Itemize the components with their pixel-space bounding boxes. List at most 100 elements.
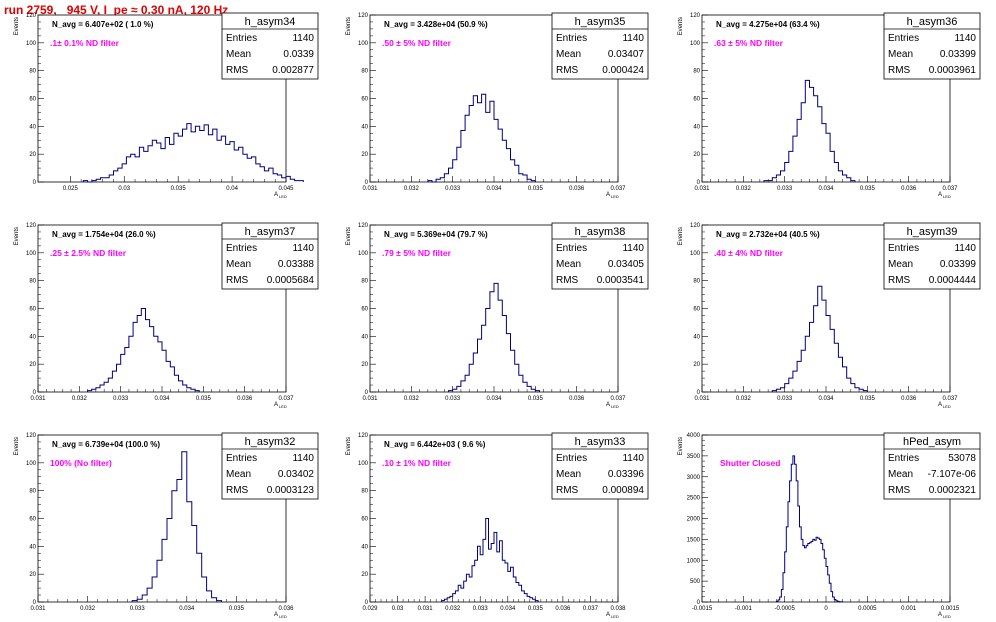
x-axis-label: A bbox=[606, 192, 610, 198]
y-tick-label: 80 bbox=[361, 279, 368, 285]
stats-rms-value: 0.0003961 bbox=[929, 65, 977, 76]
y-axis-label: Events bbox=[14, 437, 20, 455]
stats-box: h_asym37 Entries 1140 Mean 0.03388 RMS 0.00056… bbox=[221, 222, 319, 290]
x-tick-label: 0.036 bbox=[278, 606, 294, 612]
navg-label: N_avg = 5.369e+04 (79.7 %) bbox=[384, 230, 488, 239]
y-tick-label: 80 bbox=[693, 279, 700, 285]
y-tick-label: 100 bbox=[690, 41, 701, 47]
x-axis-label: A bbox=[606, 402, 610, 408]
y-tick-label: 60 bbox=[693, 307, 700, 313]
y-tick-label: 40 bbox=[29, 544, 36, 550]
y-tick-label: 4000 bbox=[687, 433, 701, 439]
y-tick-label: 80 bbox=[29, 279, 36, 285]
y-tick-label: 0 bbox=[33, 180, 37, 186]
x-tick-label: 0.032 bbox=[445, 606, 461, 612]
x-tick-label: 0.037 bbox=[610, 396, 626, 402]
y-tick-label: 500 bbox=[690, 579, 701, 585]
x-tick-label: 0.037 bbox=[583, 606, 599, 612]
y-tick-label: 80 bbox=[29, 489, 36, 495]
navg-label: N_avg = 6.739e+04 (100.0 %) bbox=[52, 440, 160, 449]
y-tick-label: 0 bbox=[365, 390, 369, 396]
navg-label: N_avg = 3.428e+04 (50.9 %) bbox=[384, 20, 488, 29]
stats-box-frame bbox=[883, 432, 981, 500]
y-tick-label: 100 bbox=[26, 461, 37, 467]
filter-label: Shutter Closed bbox=[720, 458, 780, 468]
stats-box: h_asym39 Entries 1140 Mean 0.03399 RMS 0.00044… bbox=[883, 222, 981, 290]
stats-name: h_asym34 bbox=[245, 16, 296, 28]
x-tick-label: 0.031 bbox=[694, 396, 710, 402]
stats-mean-value: 0.03407 bbox=[608, 49, 645, 60]
y-tick-label: 100 bbox=[358, 41, 369, 47]
x-tick-label: 0.025 bbox=[63, 186, 79, 192]
filter-label: .79 ± 5% ND filter bbox=[382, 248, 452, 258]
stats-name: h_asym38 bbox=[575, 226, 626, 238]
stats-name: hPed_asym bbox=[903, 436, 961, 448]
stats-entries-value: 1140 bbox=[954, 243, 976, 254]
x-tick-label: 0.035 bbox=[860, 396, 876, 402]
x-axis-label-subscript: LED bbox=[611, 614, 619, 619]
stats-box-frame bbox=[221, 12, 319, 80]
x-tick-label: 0.032 bbox=[736, 186, 752, 192]
stats-mean-value: -7.107e-06 bbox=[928, 469, 977, 480]
x-axis-label: A bbox=[274, 402, 278, 408]
y-tick-label: 60 bbox=[693, 97, 700, 103]
x-axis-label-subscript: LED bbox=[611, 194, 619, 199]
stats-mean-label: Mean bbox=[556, 469, 581, 480]
y-tick-label: 40 bbox=[29, 334, 36, 340]
stats-entries-value: 1140 bbox=[622, 453, 644, 464]
y-tick-label: 20 bbox=[361, 362, 368, 368]
stats-mean-label: Mean bbox=[888, 259, 913, 270]
x-tick-label: 0.033 bbox=[445, 396, 461, 402]
x-tick-label: 0.034 bbox=[818, 396, 834, 402]
x-axis-label: A bbox=[938, 402, 942, 408]
x-tick-label: 0.031 bbox=[362, 396, 378, 402]
stats-box-frame bbox=[883, 12, 981, 80]
histogram-line bbox=[771, 285, 868, 392]
x-tick-label: 0.036 bbox=[237, 396, 253, 402]
stats-rms-label: RMS bbox=[556, 485, 579, 496]
x-tick-label: 0.037 bbox=[610, 186, 626, 192]
navg-label: N_avg = 1.754e+04 (26.0 %) bbox=[52, 230, 156, 239]
histogram-line bbox=[763, 79, 856, 182]
histogram-panel-h_asym36: 0 20 40 60 80 100 120 0.031 0.032 0.033 0.034 0.035… bbox=[678, 12, 981, 199]
x-tick-label: 0.0005 bbox=[858, 606, 877, 612]
histogram-panel-h_asym39: 0 20 40 60 80 100 120 0.031 0.032 0.033 0.034 0.035… bbox=[678, 222, 981, 409]
stats-name: h_asym37 bbox=[245, 226, 296, 238]
filter-label: .10 ± 1% ND filter bbox=[382, 458, 452, 468]
y-tick-label: 20 bbox=[29, 572, 36, 578]
x-axis-label-subscript: LED bbox=[943, 194, 951, 199]
x-axis-label: A bbox=[274, 192, 278, 198]
x-tick-label: 0.031 bbox=[418, 606, 434, 612]
stats-mean-label: Mean bbox=[226, 49, 251, 60]
y-tick-label: 120 bbox=[358, 433, 369, 439]
stats-rms-label: RMS bbox=[888, 485, 911, 496]
navg-label: N_avg = 2.732e+04 (40.5 %) bbox=[716, 230, 820, 239]
x-axis-label: A bbox=[938, 192, 942, 198]
stats-mean-value: 0.0339 bbox=[283, 49, 314, 60]
navg-label: N_avg = 6.407e+02 ( 1.0 %) bbox=[52, 20, 154, 29]
y-tick-label: 20 bbox=[693, 152, 700, 158]
y-tick-label: 0 bbox=[33, 390, 37, 396]
stats-rms-label: RMS bbox=[888, 275, 911, 286]
histogram-line bbox=[441, 518, 539, 602]
stats-entries-value: 1140 bbox=[622, 33, 644, 44]
x-axis-label-subscript: LED bbox=[943, 404, 951, 409]
stats-mean-value: 0.03399 bbox=[940, 49, 977, 60]
x-tick-label: 0.036 bbox=[569, 186, 585, 192]
stats-rms-label: RMS bbox=[226, 275, 249, 286]
y-axis-label: Events bbox=[346, 227, 352, 245]
x-tick-label: 0.033 bbox=[113, 396, 129, 402]
x-axis-label-subscript: LED bbox=[611, 404, 619, 409]
y-tick-label: 40 bbox=[361, 544, 368, 550]
stats-entries-label: Entries bbox=[226, 33, 257, 44]
x-axis-label-subscript: LED bbox=[279, 404, 287, 409]
y-tick-label: 80 bbox=[693, 69, 700, 75]
histogram-line bbox=[87, 308, 200, 392]
filter-label: .25 ± 2.5% ND filter bbox=[50, 248, 127, 258]
x-tick-label: 0.032 bbox=[736, 396, 752, 402]
stats-rms-value: 0.0004444 bbox=[929, 275, 977, 286]
stats-mean-value: 0.03396 bbox=[608, 469, 645, 480]
stats-box-frame bbox=[551, 222, 649, 290]
histogram-line bbox=[775, 455, 843, 603]
x-tick-label: 0.036 bbox=[555, 606, 571, 612]
